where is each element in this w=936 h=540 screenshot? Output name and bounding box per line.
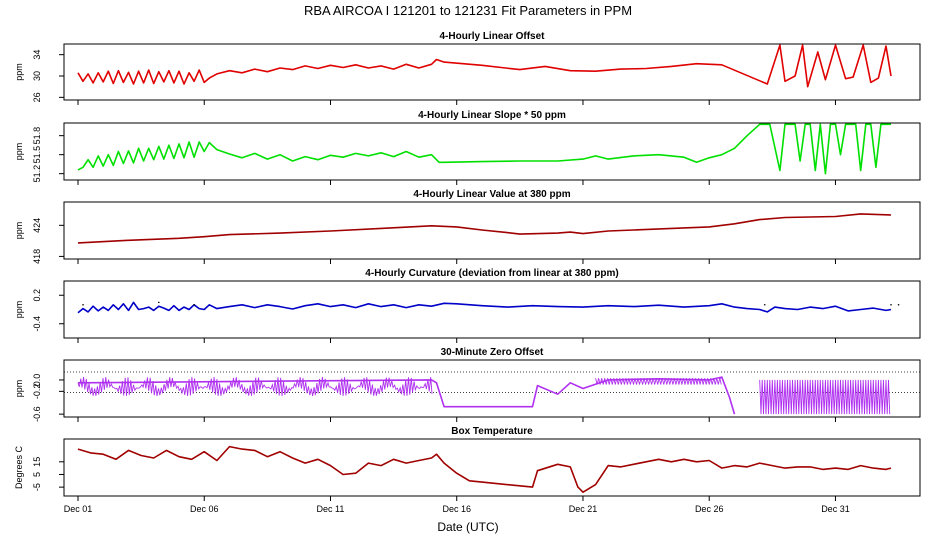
series-noise — [759, 379, 891, 415]
x-tick-label: Dec 26 — [695, 504, 724, 514]
y-tick-label: 30 — [32, 71, 42, 81]
panel-frame — [63, 122, 921, 181]
y-tick-label: 5 — [32, 472, 42, 477]
x-tick-label: Dec 31 — [821, 504, 850, 514]
series-dot — [157, 301, 160, 304]
x-axis: Dec 01 Dec 06 Dec 11 Dec 16 Dec 21 Dec 26 Dec … — [64, 504, 850, 514]
y-tick-label: 0.2 — [32, 289, 42, 302]
panel-title: 30-Minute Zero Offset — [441, 347, 544, 358]
panel-title: Box Temperature — [451, 426, 533, 437]
series-line — [77, 376, 736, 415]
series-dot — [82, 303, 84, 306]
panel-title: 4-Hourly Linear Value at 380 ppm — [413, 189, 570, 200]
x-axis-label: Date (UTC) — [437, 520, 498, 534]
panel-5: 30-Minute Zero Offset ppm -0.6 -0.20.0 — [14, 347, 921, 422]
series-dot — [763, 303, 766, 306]
panel-4: 4-Hourly Curvature (deviation from linea… — [14, 268, 921, 343]
panel-1: 4-Hourly Linear Offset ppm 26 30 34 — [14, 31, 921, 105]
series-dot — [193, 303, 195, 306]
series-line — [77, 123, 891, 175]
y-axis-label: ppm — [14, 143, 24, 161]
y-tick-label: 26 — [32, 92, 42, 102]
series-noise — [595, 378, 722, 385]
y-tick-label: -0.2 — [32, 384, 42, 400]
panel-frame — [63, 43, 921, 101]
y-tick-label: 424 — [32, 218, 42, 233]
series-line — [77, 44, 892, 88]
x-tick-label: Dec 01 — [64, 504, 93, 514]
panels-group: 4-Hourly Linear Offsetppm2630344-Hourly … — [14, 31, 921, 501]
y-axis-label: ppm — [14, 222, 24, 240]
y-axis-label: ppm — [14, 63, 24, 81]
chart-title: RBA AIRCOA I 121201 to 121231 Fit Parame… — [304, 3, 632, 18]
panel-title: 4-Hourly Curvature (deviation from linea… — [365, 268, 618, 279]
y-tick-label: 15 — [32, 457, 42, 467]
panel-frame — [63, 201, 921, 260]
y-tick-label: 0.0 — [32, 374, 42, 387]
panel-frame — [63, 359, 921, 418]
panel-6: Box Temperature Degrees C -5 5 15 — [14, 426, 921, 501]
y-tick-label: 51.8 — [32, 127, 42, 145]
series-dot — [897, 303, 900, 306]
y-tick-label: 418 — [32, 249, 42, 264]
panel-frame — [63, 438, 921, 497]
x-tick-label: Dec 06 — [190, 504, 219, 514]
series-line — [77, 445, 892, 494]
panel-title: 4-Hourly Linear Slope * 50 ppm — [418, 110, 566, 121]
x-tick-label: Dec 16 — [442, 504, 471, 514]
y-tick-label: 51.2 — [32, 165, 42, 183]
y-tick-label: -0.6 — [32, 406, 42, 422]
y-axis-label: Degrees C — [14, 445, 24, 489]
panel-2: 4-Hourly Linear Slope * 50 ppmppm51.251.… — [14, 110, 921, 185]
panel-frame — [63, 280, 921, 339]
x-tick-label: Dec 11 — [317, 504, 345, 514]
y-tick-label: 34 — [32, 50, 42, 60]
series-noise — [77, 377, 433, 396]
panel-3: 4-Hourly Linear Value at 380 ppm ppm 418 42… — [14, 189, 921, 264]
y-tick-label: -0.4 — [32, 316, 42, 332]
y-tick-label: -5 — [32, 483, 42, 491]
x-tick-label: Dec 21 — [569, 504, 598, 514]
series-line — [77, 301, 892, 314]
panel-title: 4-Hourly Linear Offset — [439, 31, 545, 42]
y-axis-label: ppm — [14, 380, 24, 398]
series-line — [77, 213, 892, 244]
y-axis-label: ppm — [14, 301, 24, 319]
series-dot — [890, 303, 892, 306]
y-tick-label: 51.5 — [32, 146, 42, 164]
